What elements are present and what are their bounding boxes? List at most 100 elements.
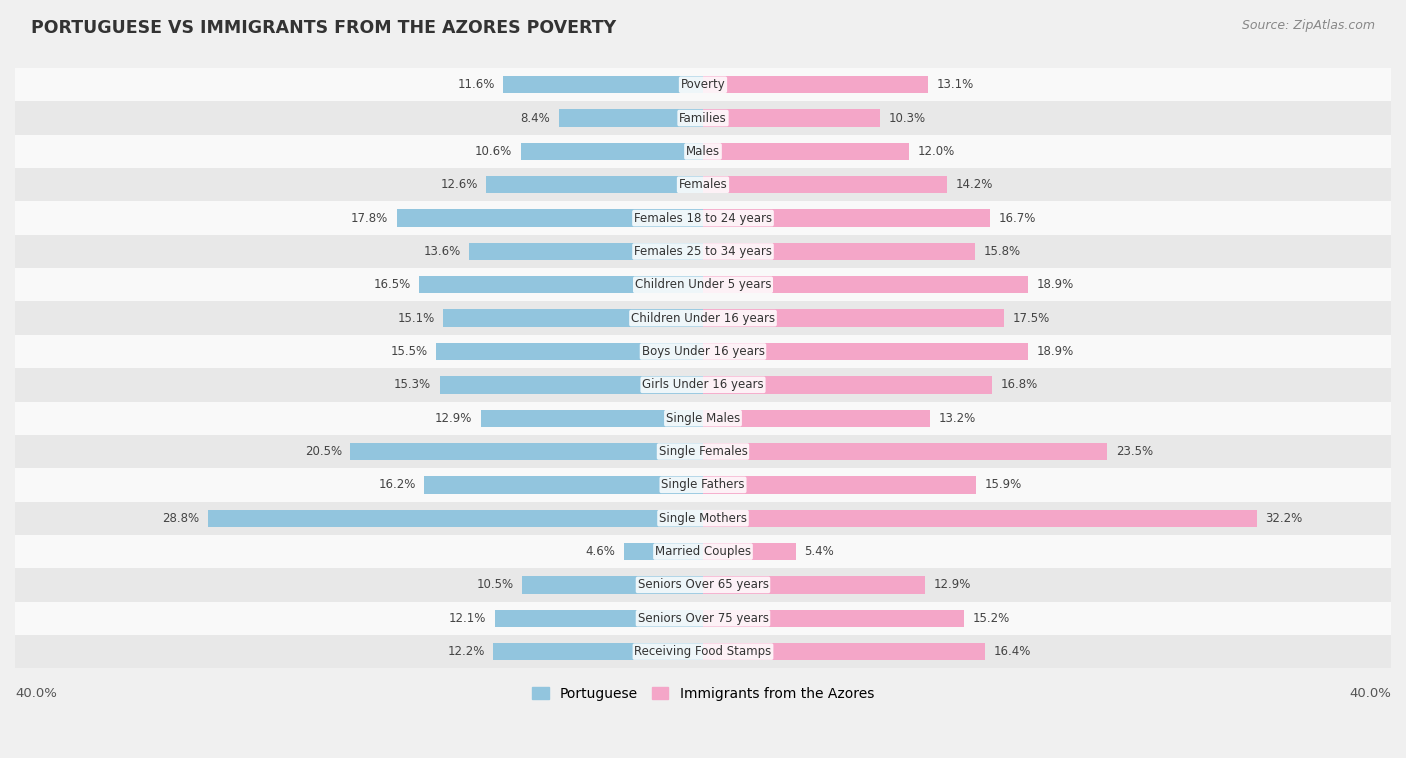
Text: 12.9%: 12.9%	[934, 578, 972, 591]
Bar	[15, 268, 1391, 302]
Text: 15.1%: 15.1%	[398, 312, 434, 324]
Text: 18.9%: 18.9%	[1036, 345, 1074, 358]
Text: 16.2%: 16.2%	[378, 478, 416, 491]
Text: 8.4%: 8.4%	[520, 111, 550, 124]
Text: 10.6%: 10.6%	[475, 145, 512, 158]
Text: 13.1%: 13.1%	[936, 78, 974, 91]
Legend: Portuguese, Immigrants from the Azores: Portuguese, Immigrants from the Azores	[526, 681, 880, 706]
Bar	[703, 409, 929, 427]
Bar	[703, 476, 977, 493]
Bar	[15, 402, 1391, 435]
Text: 15.8%: 15.8%	[983, 245, 1021, 258]
Text: 12.2%: 12.2%	[447, 645, 485, 658]
Bar	[703, 109, 880, 127]
Text: Females: Females	[679, 178, 727, 191]
Bar	[15, 468, 1391, 502]
Bar	[15, 135, 1391, 168]
Bar	[495, 609, 703, 627]
Text: 11.6%: 11.6%	[457, 78, 495, 91]
Bar	[703, 209, 990, 227]
Bar	[703, 443, 1107, 460]
Text: Single Mothers: Single Mothers	[659, 512, 747, 525]
Bar	[520, 143, 703, 160]
Text: Poverty: Poverty	[681, 78, 725, 91]
Text: 40.0%: 40.0%	[15, 687, 56, 700]
Bar	[15, 335, 1391, 368]
Text: Children Under 5 years: Children Under 5 years	[634, 278, 772, 291]
Text: 32.2%: 32.2%	[1265, 512, 1303, 525]
Text: 15.3%: 15.3%	[394, 378, 432, 391]
Text: Children Under 16 years: Children Under 16 years	[631, 312, 775, 324]
Bar	[486, 176, 703, 193]
Bar	[703, 509, 1257, 527]
Bar	[15, 635, 1391, 669]
Bar	[350, 443, 703, 460]
Text: 13.6%: 13.6%	[423, 245, 461, 258]
Bar	[503, 76, 703, 93]
Bar	[15, 368, 1391, 402]
Bar	[15, 435, 1391, 468]
Text: 18.9%: 18.9%	[1036, 278, 1074, 291]
Bar	[15, 535, 1391, 568]
Text: PORTUGUESE VS IMMIGRANTS FROM THE AZORES POVERTY: PORTUGUESE VS IMMIGRANTS FROM THE AZORES…	[31, 19, 616, 37]
Bar	[703, 543, 796, 560]
Text: 17.8%: 17.8%	[352, 211, 388, 224]
Bar	[15, 302, 1391, 335]
Text: Males: Males	[686, 145, 720, 158]
Bar	[208, 509, 703, 527]
Bar	[703, 276, 1028, 293]
Text: Married Couples: Married Couples	[655, 545, 751, 558]
Text: 28.8%: 28.8%	[162, 512, 200, 525]
Bar	[15, 568, 1391, 602]
Text: Seniors Over 65 years: Seniors Over 65 years	[637, 578, 769, 591]
Text: Females 25 to 34 years: Females 25 to 34 years	[634, 245, 772, 258]
Bar	[703, 343, 1028, 360]
Bar	[436, 343, 703, 360]
Text: 15.9%: 15.9%	[986, 478, 1022, 491]
Text: Seniors Over 75 years: Seniors Over 75 years	[637, 612, 769, 625]
Text: Females 18 to 24 years: Females 18 to 24 years	[634, 211, 772, 224]
Bar	[703, 143, 910, 160]
Bar	[703, 376, 993, 393]
Text: 10.3%: 10.3%	[889, 111, 927, 124]
Bar	[703, 243, 974, 260]
Bar	[523, 576, 703, 594]
Bar	[15, 602, 1391, 635]
Text: Girls Under 16 years: Girls Under 16 years	[643, 378, 763, 391]
Bar	[703, 643, 986, 660]
Text: 40.0%: 40.0%	[1350, 687, 1391, 700]
Text: 10.5%: 10.5%	[477, 578, 513, 591]
Text: Receiving Food Stamps: Receiving Food Stamps	[634, 645, 772, 658]
Bar	[15, 102, 1391, 135]
Text: Boys Under 16 years: Boys Under 16 years	[641, 345, 765, 358]
Text: 16.5%: 16.5%	[374, 278, 411, 291]
Bar	[494, 643, 703, 660]
Text: 16.4%: 16.4%	[994, 645, 1031, 658]
Bar	[425, 476, 703, 493]
Text: 12.0%: 12.0%	[918, 145, 955, 158]
Text: 23.5%: 23.5%	[1116, 445, 1153, 458]
Text: 15.5%: 15.5%	[391, 345, 427, 358]
Text: 15.2%: 15.2%	[973, 612, 1011, 625]
Bar	[396, 209, 703, 227]
Text: Source: ZipAtlas.com: Source: ZipAtlas.com	[1241, 19, 1375, 32]
Bar	[703, 176, 948, 193]
Bar	[15, 68, 1391, 102]
Bar	[440, 376, 703, 393]
Bar	[558, 109, 703, 127]
Text: 12.1%: 12.1%	[449, 612, 486, 625]
Bar	[624, 543, 703, 560]
Text: Families: Families	[679, 111, 727, 124]
Bar	[15, 168, 1391, 202]
Text: 17.5%: 17.5%	[1012, 312, 1050, 324]
Text: Single Fathers: Single Fathers	[661, 478, 745, 491]
Bar	[703, 609, 965, 627]
Bar	[703, 576, 925, 594]
Text: 5.4%: 5.4%	[804, 545, 834, 558]
Text: 20.5%: 20.5%	[305, 445, 342, 458]
Text: 14.2%: 14.2%	[956, 178, 993, 191]
Text: 12.9%: 12.9%	[434, 412, 472, 424]
Bar	[470, 243, 703, 260]
Text: Single Males: Single Males	[666, 412, 740, 424]
Text: 4.6%: 4.6%	[585, 545, 616, 558]
